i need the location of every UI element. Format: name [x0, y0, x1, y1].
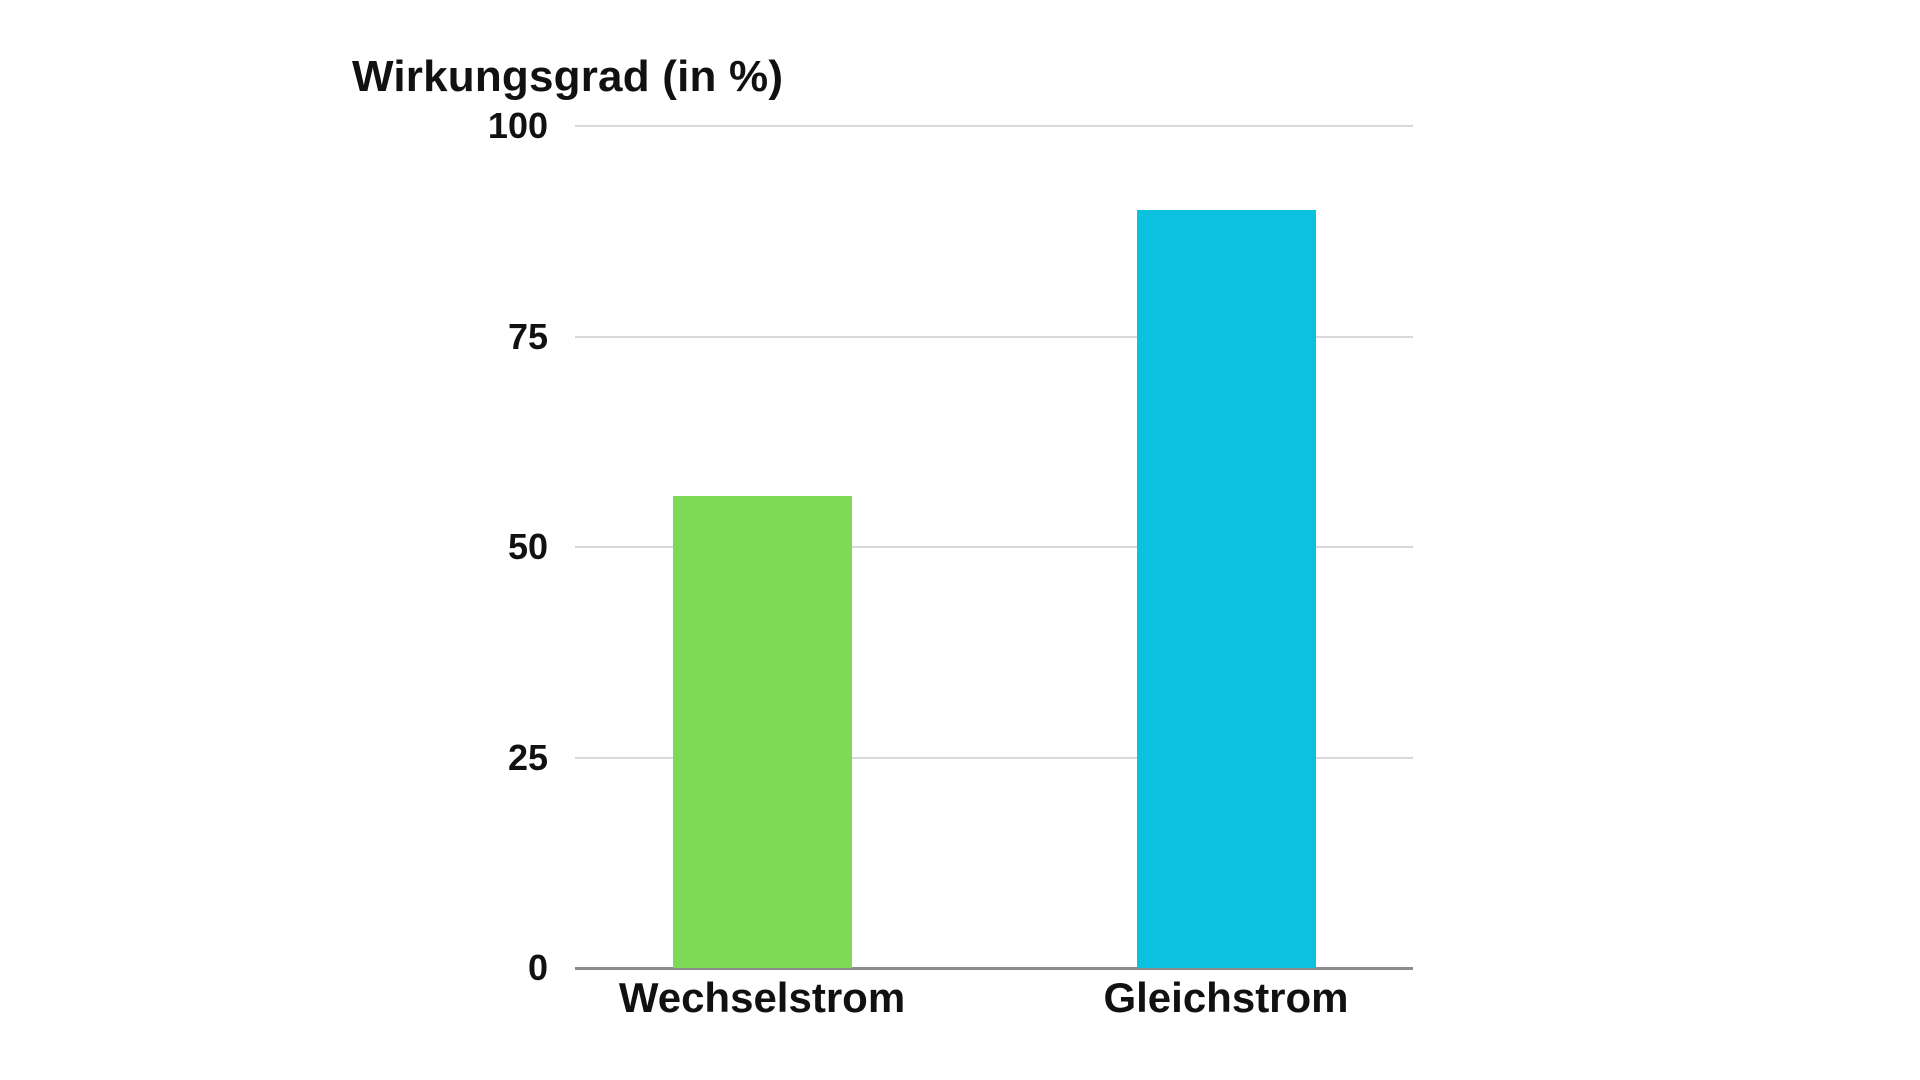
gridline-25	[575, 756, 1413, 759]
gridline-50	[575, 546, 1413, 548]
x-category-label-wechselstrom: Wechselstrom	[618, 974, 906, 1021]
x-category-label-gleichstrom: Gleichstrom	[1103, 974, 1349, 1021]
y-tick-label-25: 25	[507, 736, 548, 778]
y-tick-label-50: 50	[507, 526, 548, 567]
x-axis-baseline	[575, 967, 1413, 970]
y-tick-label-100: 100	[487, 105, 548, 146]
y-tick-label-75: 75	[507, 315, 548, 357]
gridline-75	[575, 335, 1413, 338]
bar-wechselstrom	[672, 496, 852, 968]
bar-gleichstrom	[1136, 210, 1316, 968]
gridline-100	[575, 125, 1413, 127]
y-tick-label-0: 0	[527, 947, 548, 988]
chart-title: Wirkungsgrad (in %)	[352, 52, 784, 101]
